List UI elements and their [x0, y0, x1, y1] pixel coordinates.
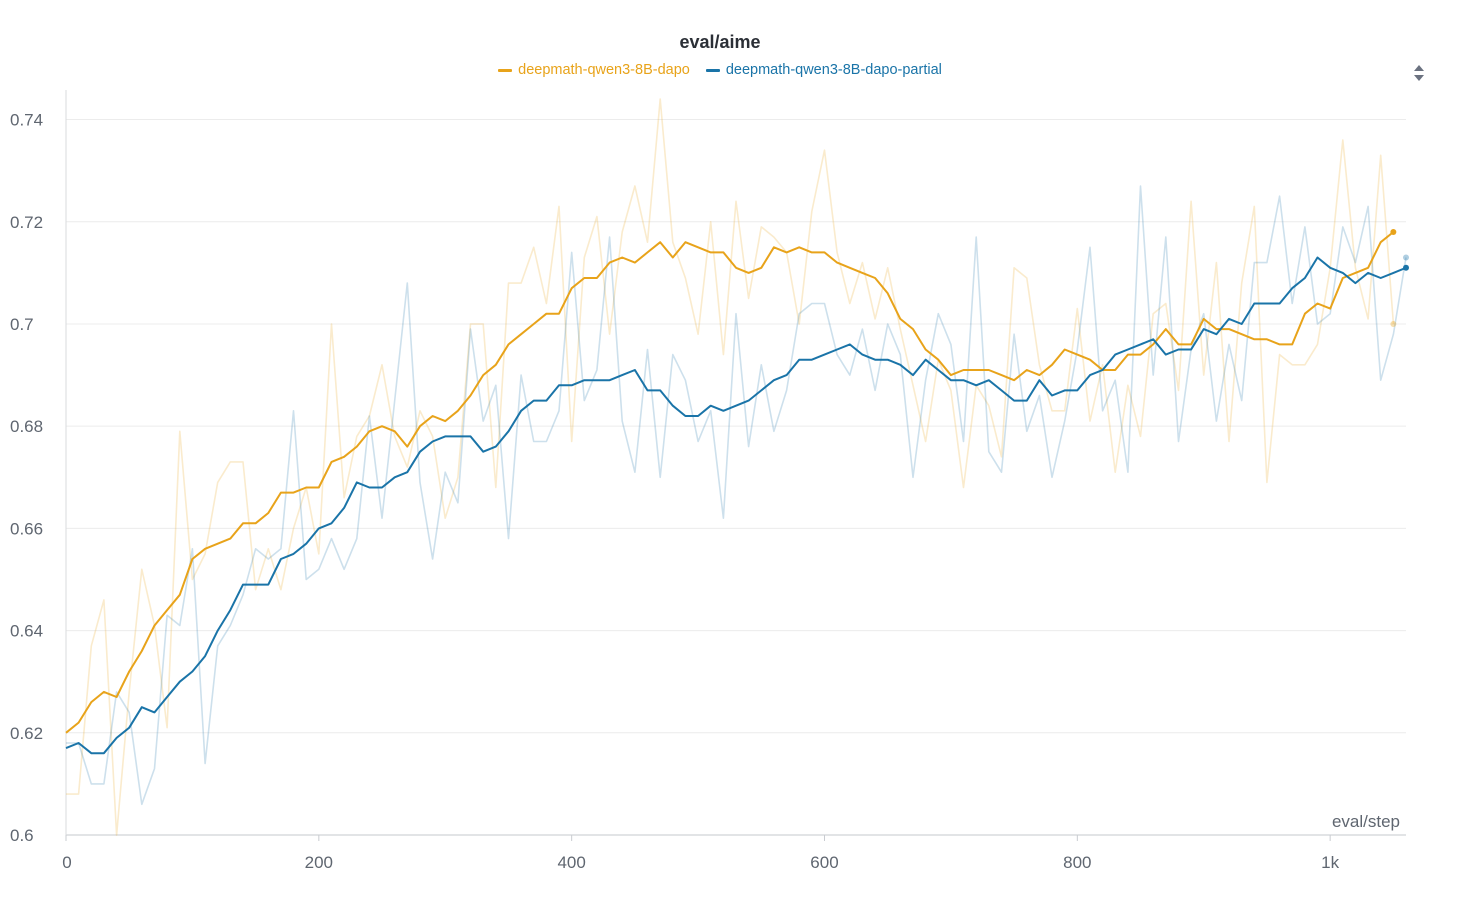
x-tick-label: 1k — [1321, 853, 1339, 872]
series-smoothed-line-0 — [65, 231, 1395, 734]
legend-label-dapo: deepmath-qwen3-8B-dapo — [518, 62, 690, 78]
x-tick-label: 600 — [810, 853, 838, 872]
y-tick-label: 0.72 — [10, 213, 43, 232]
series-raw-line-0 — [66, 98, 1395, 836]
y-tick-label: 0.68 — [10, 417, 43, 436]
y-tick-label: 0.62 — [10, 724, 43, 743]
x-tick-label: 400 — [557, 853, 585, 872]
legend-swatch-dapo — [498, 68, 513, 72]
sort-toggle-button[interactable] — [1408, 62, 1430, 84]
legend-label-dapo-partial: deepmath-qwen3-8B-dapo-partial — [725, 62, 942, 78]
x-tick-label: 800 — [1063, 853, 1091, 872]
y-tick-label: 0.6 — [10, 826, 34, 845]
series-smoothed-endpoint-0 — [1390, 228, 1397, 235]
legend: deepmath-qwen3-8B-dapo deepmath-qwen3-8B… — [0, 62, 1440, 78]
series-smoothed-line-1 — [65, 256, 1407, 755]
y-tick-label: 0.64 — [10, 622, 43, 641]
x-tick-label: 200 — [305, 853, 333, 872]
series-raw-line-1 — [66, 185, 1407, 806]
legend-item-dapo[interactable]: deepmath-qwen3-8B-dapo — [498, 62, 690, 78]
legend-swatch-dapo-partial — [705, 68, 720, 72]
y-tick-label: 0.66 — [10, 519, 43, 538]
series-raw-endpoint-0 — [1390, 320, 1397, 327]
y-tick-label: 0.74 — [10, 111, 43, 130]
legend-item-dapo-partial[interactable]: deepmath-qwen3-8B-dapo-partial — [705, 62, 942, 78]
series-smoothed-endpoint-1 — [1403, 264, 1409, 271]
chart-title: eval/aime — [679, 32, 761, 52]
grid-lines — [66, 119, 1406, 734]
x-tick-label: 0 — [62, 853, 71, 872]
series-raw-endpoint-1 — [1403, 254, 1409, 261]
sort-icon — [1414, 65, 1424, 81]
axes: 0.6 0.62 0.64 0.66 0.68 0.7 0.72 0.74 0 200 400 600… — [10, 90, 1406, 872]
x-axis-title: eval/step — [1332, 812, 1400, 831]
y-tick-label: 0.7 — [10, 315, 34, 334]
series-layer — [65, 98, 1409, 836]
